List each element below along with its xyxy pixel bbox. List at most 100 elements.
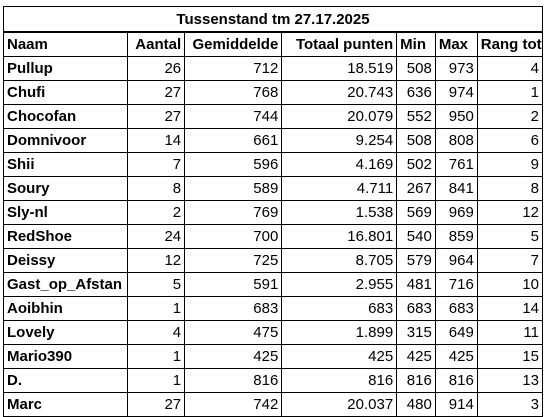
cell-max[interactable]: 974 (434, 80, 478, 105)
cell-naam[interactable]: Soury (3, 176, 128, 201)
cell-gemiddelde[interactable]: 744 (184, 104, 283, 129)
cell-rang-tot[interactable]: 15 (476, 344, 544, 369)
cell-min[interactable]: 480 (396, 392, 436, 417)
cell-max[interactable]: 841 (434, 176, 478, 201)
cell-rang-tot[interactable]: 14 (476, 296, 544, 321)
cell-totaal-punten[interactable]: 1.538 (281, 200, 398, 225)
cell-min[interactable]: 579 (396, 248, 436, 273)
cell-rang-tot[interactable]: 10 (476, 272, 544, 297)
cell-gemiddelde[interactable]: 712 (184, 56, 283, 81)
header-max[interactable]: Max (434, 31, 478, 57)
cell-naam[interactable]: Domnivoor (3, 128, 128, 153)
cell-max[interactable]: 683 (434, 296, 478, 321)
cell-max[interactable]: 950 (434, 104, 478, 129)
cell-totaal-punten[interactable]: 4.711 (281, 176, 398, 201)
cell-gemiddelde[interactable]: 742 (184, 392, 283, 417)
cell-gemiddelde[interactable]: 591 (184, 272, 283, 297)
cell-aantal[interactable]: 1 (126, 296, 186, 321)
cell-rang-tot[interactable]: 8 (476, 176, 544, 201)
cell-gemiddelde[interactable]: 596 (184, 152, 283, 177)
cell-totaal-punten[interactable]: 20.079 (281, 104, 398, 129)
cell-totaal-punten[interactable]: 425 (281, 344, 398, 369)
cell-max[interactable]: 964 (434, 248, 478, 273)
cell-max[interactable]: 716 (434, 272, 478, 297)
cell-totaal-punten[interactable]: 8.705 (281, 248, 398, 273)
cell-naam[interactable]: Marc (3, 392, 128, 417)
cell-naam[interactable]: D. (3, 368, 128, 393)
cell-gemiddelde[interactable]: 700 (184, 224, 283, 249)
cell-rang-tot[interactable]: 12 (476, 200, 544, 225)
cell-max[interactable]: 808 (434, 128, 478, 153)
cell-max[interactable]: 969 (434, 200, 478, 225)
cell-totaal-punten[interactable]: 4.169 (281, 152, 398, 177)
cell-gemiddelde[interactable]: 425 (184, 344, 283, 369)
cell-max[interactable]: 649 (434, 320, 478, 345)
cell-aantal[interactable]: 27 (126, 392, 186, 417)
header-totaal-punten[interactable]: Totaal punten (281, 31, 398, 57)
cell-totaal-punten[interactable]: 18.519 (281, 56, 398, 81)
cell-naam[interactable]: Deissy (3, 248, 128, 273)
cell-min[interactable]: 481 (396, 272, 436, 297)
cell-max[interactable]: 859 (434, 224, 478, 249)
cell-aantal[interactable]: 1 (126, 368, 186, 393)
cell-rang-tot[interactable]: 7 (476, 248, 544, 273)
cell-rang-tot[interactable]: 4 (476, 56, 544, 81)
cell-min[interactable]: 425 (396, 344, 436, 369)
cell-min[interactable]: 816 (396, 368, 436, 393)
header-aantal[interactable]: Aantal (126, 31, 186, 57)
cell-min[interactable]: 508 (396, 128, 436, 153)
cell-aantal[interactable]: 27 (126, 80, 186, 105)
cell-rang-tot[interactable]: 6 (476, 128, 544, 153)
cell-min[interactable]: 683 (396, 296, 436, 321)
cell-totaal-punten[interactable]: 9.254 (281, 128, 398, 153)
cell-min[interactable]: 636 (396, 80, 436, 105)
cell-gemiddelde[interactable]: 816 (184, 368, 283, 393)
table-title[interactable]: Tussenstand tm 27.17.2025 (3, 6, 543, 33)
header-min[interactable]: Min (396, 31, 436, 57)
cell-min[interactable]: 315 (396, 320, 436, 345)
cell-rang-tot[interactable]: 3 (476, 392, 544, 417)
cell-totaal-punten[interactable]: 20.037 (281, 392, 398, 417)
cell-aantal[interactable]: 12 (126, 248, 186, 273)
cell-aantal[interactable]: 26 (126, 56, 186, 81)
cell-max[interactable]: 816 (434, 368, 478, 393)
cell-naam[interactable]: Chocofan (3, 104, 128, 129)
cell-naam[interactable]: Pullup (3, 56, 128, 81)
header-rang-tot[interactable]: Rang tot (476, 31, 544, 57)
cell-min[interactable]: 540 (396, 224, 436, 249)
cell-gemiddelde[interactable]: 475 (184, 320, 283, 345)
cell-naam[interactable]: Lovely (3, 320, 128, 345)
cell-totaal-punten[interactable]: 16.801 (281, 224, 398, 249)
cell-min[interactable]: 502 (396, 152, 436, 177)
cell-aantal[interactable]: 14 (126, 128, 186, 153)
cell-rang-tot[interactable]: 2 (476, 104, 544, 129)
cell-naam[interactable]: Gast_op_Afstan (3, 272, 128, 297)
cell-max[interactable]: 914 (434, 392, 478, 417)
cell-naam[interactable]: Aoibhin (3, 296, 128, 321)
cell-rang-tot[interactable]: 1 (476, 80, 544, 105)
cell-totaal-punten[interactable]: 2.955 (281, 272, 398, 297)
cell-naam[interactable]: Chufi (3, 80, 128, 105)
cell-aantal[interactable]: 5 (126, 272, 186, 297)
cell-gemiddelde[interactable]: 683 (184, 296, 283, 321)
cell-gemiddelde[interactable]: 768 (184, 80, 283, 105)
cell-totaal-punten[interactable]: 816 (281, 368, 398, 393)
cell-rang-tot[interactable]: 13 (476, 368, 544, 393)
cell-max[interactable]: 761 (434, 152, 478, 177)
cell-aantal[interactable]: 4 (126, 320, 186, 345)
cell-aantal[interactable]: 27 (126, 104, 186, 129)
cell-naam[interactable]: RedShoe (3, 224, 128, 249)
cell-totaal-punten[interactable]: 20.743 (281, 80, 398, 105)
cell-max[interactable]: 973 (434, 56, 478, 81)
cell-max[interactable]: 425 (434, 344, 478, 369)
cell-gemiddelde[interactable]: 589 (184, 176, 283, 201)
cell-naam[interactable]: Shii (3, 152, 128, 177)
header-gemiddelde[interactable]: Gemiddelde (184, 31, 283, 57)
cell-naam[interactable]: Sly-nl (3, 200, 128, 225)
header-naam[interactable]: Naam (3, 31, 128, 57)
cell-min[interactable]: 508 (396, 56, 436, 81)
cell-rang-tot[interactable]: 9 (476, 152, 544, 177)
cell-min[interactable]: 267 (396, 176, 436, 201)
cell-aantal[interactable]: 7 (126, 152, 186, 177)
cell-gemiddelde[interactable]: 661 (184, 128, 283, 153)
